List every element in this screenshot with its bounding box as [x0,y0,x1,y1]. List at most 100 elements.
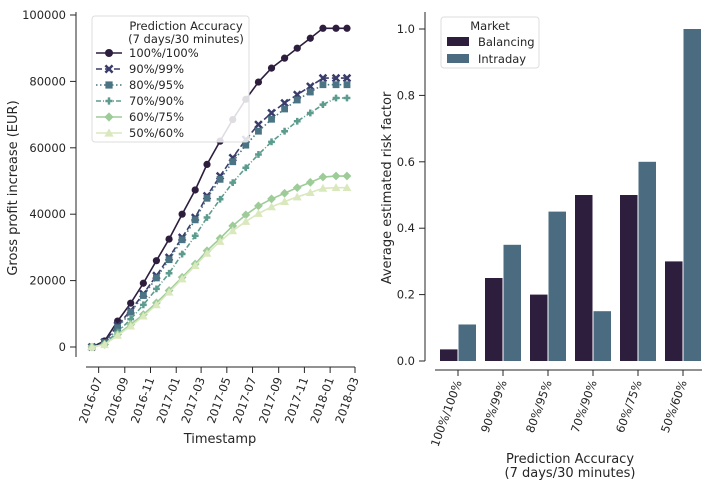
data-point [203,194,211,202]
data-point [152,257,161,265]
legend-entry: 50%/60% [96,126,184,140]
left-y-axis-label: Gross profit increase (EUR) [6,100,21,275]
data-point [332,94,340,102]
data-point [332,24,340,32]
data-point [139,279,147,287]
left-y-tick-label: 60000 [29,141,66,155]
left-legend-box [91,15,250,143]
data-point [127,308,135,316]
data-point [342,183,352,192]
left-x-tick-label: 2017-07 [230,375,260,425]
right-x-tick-label: 70%/90% [568,378,600,435]
legend-marker [104,64,114,74]
data-point [215,237,225,245]
data-point [241,217,251,225]
right-x-tick-label: 90%/99% [478,378,510,435]
data-point [292,192,302,201]
data-point [318,183,328,192]
data-point [178,250,186,258]
bar-balancing [440,349,458,361]
left-legend-title-line2: (7 days/30 minutes) [128,32,244,46]
data-point [293,117,301,125]
data-point [281,127,288,135]
data-point [293,96,301,104]
data-point [332,81,340,89]
data-point [342,73,352,83]
legend-label: 70%/90% [129,94,184,108]
bar-intraday [683,29,701,361]
bar-balancing [575,195,593,361]
left-y-tick-label: 100000 [22,8,66,22]
legend-entry: 60%/75% [96,110,184,124]
data-point [228,221,238,231]
left-x-tick-label: 2016-09 [102,375,132,425]
legend-label: Intraday [478,52,526,66]
legend-marker [105,49,113,57]
data-point [280,54,289,62]
data-point [319,101,327,109]
legend-entry: 70%/90% [96,94,184,108]
left-x-tick-label: 2017-11 [282,375,312,425]
left-legend: Prediction Accuracy (7 days/30 minutes) … [91,15,250,143]
series-line [91,83,347,348]
data-point [319,24,327,32]
right-x-tick-label: 60%/75% [613,378,645,435]
legend-entry: 90%/99% [96,62,184,76]
data-point [267,64,276,72]
right-x-tick-label: 80%/95% [523,378,555,435]
data-point [178,236,186,244]
data-point [343,24,351,32]
right-y-axis-label: Average estimated risk factor [380,91,395,284]
data-point [268,115,275,123]
left-x-axis-label: Timestamp [183,432,257,447]
data-point [254,78,263,86]
data-point [216,195,224,203]
data-point [342,171,352,181]
data-point [165,235,173,243]
legend-swatch [447,54,469,63]
data-point [280,98,289,108]
data-point [203,214,211,221]
data-point [216,175,224,183]
bar-chart-panel: 0.0 0.2 0.4 0.6 0.8 1.0 100%/100% 90%/99% 80%/9… [380,12,702,481]
data-point [343,81,351,89]
right-legend-title: Market [470,19,510,33]
left-legend-title-line1: Prediction Accuracy [129,19,242,33]
data-point [306,34,314,42]
bar-intraday [548,211,566,361]
data-point [254,201,263,211]
data-point [229,158,237,166]
legend-label: 80%/95% [129,78,184,92]
data-point [203,160,211,168]
data-point [318,73,328,83]
left-x-tick-label: 2017-09 [256,375,286,425]
data-point [254,120,263,129]
left-x-tick-label: 2016-07 [76,375,106,425]
data-point [191,186,199,194]
legend-label: 100%/100% [129,46,199,60]
legend-label: 50%/60% [129,126,184,140]
bar-balancing [485,278,503,361]
bar-intraday [593,311,611,361]
data-point [165,269,173,277]
data-point [331,73,341,83]
right-y-tick-label: 0.8 [397,88,415,102]
data-point [126,321,136,330]
legend-marker [105,81,113,89]
data-point [306,88,314,96]
data-point [177,274,187,283]
data-point [153,285,160,293]
legend-marker [104,128,114,137]
data-point [164,287,174,296]
left-x-tick-label: 2018-03 [332,375,362,425]
left-x-tick-label: 2017-05 [204,375,234,425]
data-point [87,342,97,351]
bar-intraday [458,324,476,361]
data-point [190,261,200,270]
right-y-tick-label: 0.4 [397,221,415,235]
data-point [292,183,302,193]
data-point [113,330,123,339]
legend-entry: Intraday [447,52,526,66]
data-point [255,127,262,135]
